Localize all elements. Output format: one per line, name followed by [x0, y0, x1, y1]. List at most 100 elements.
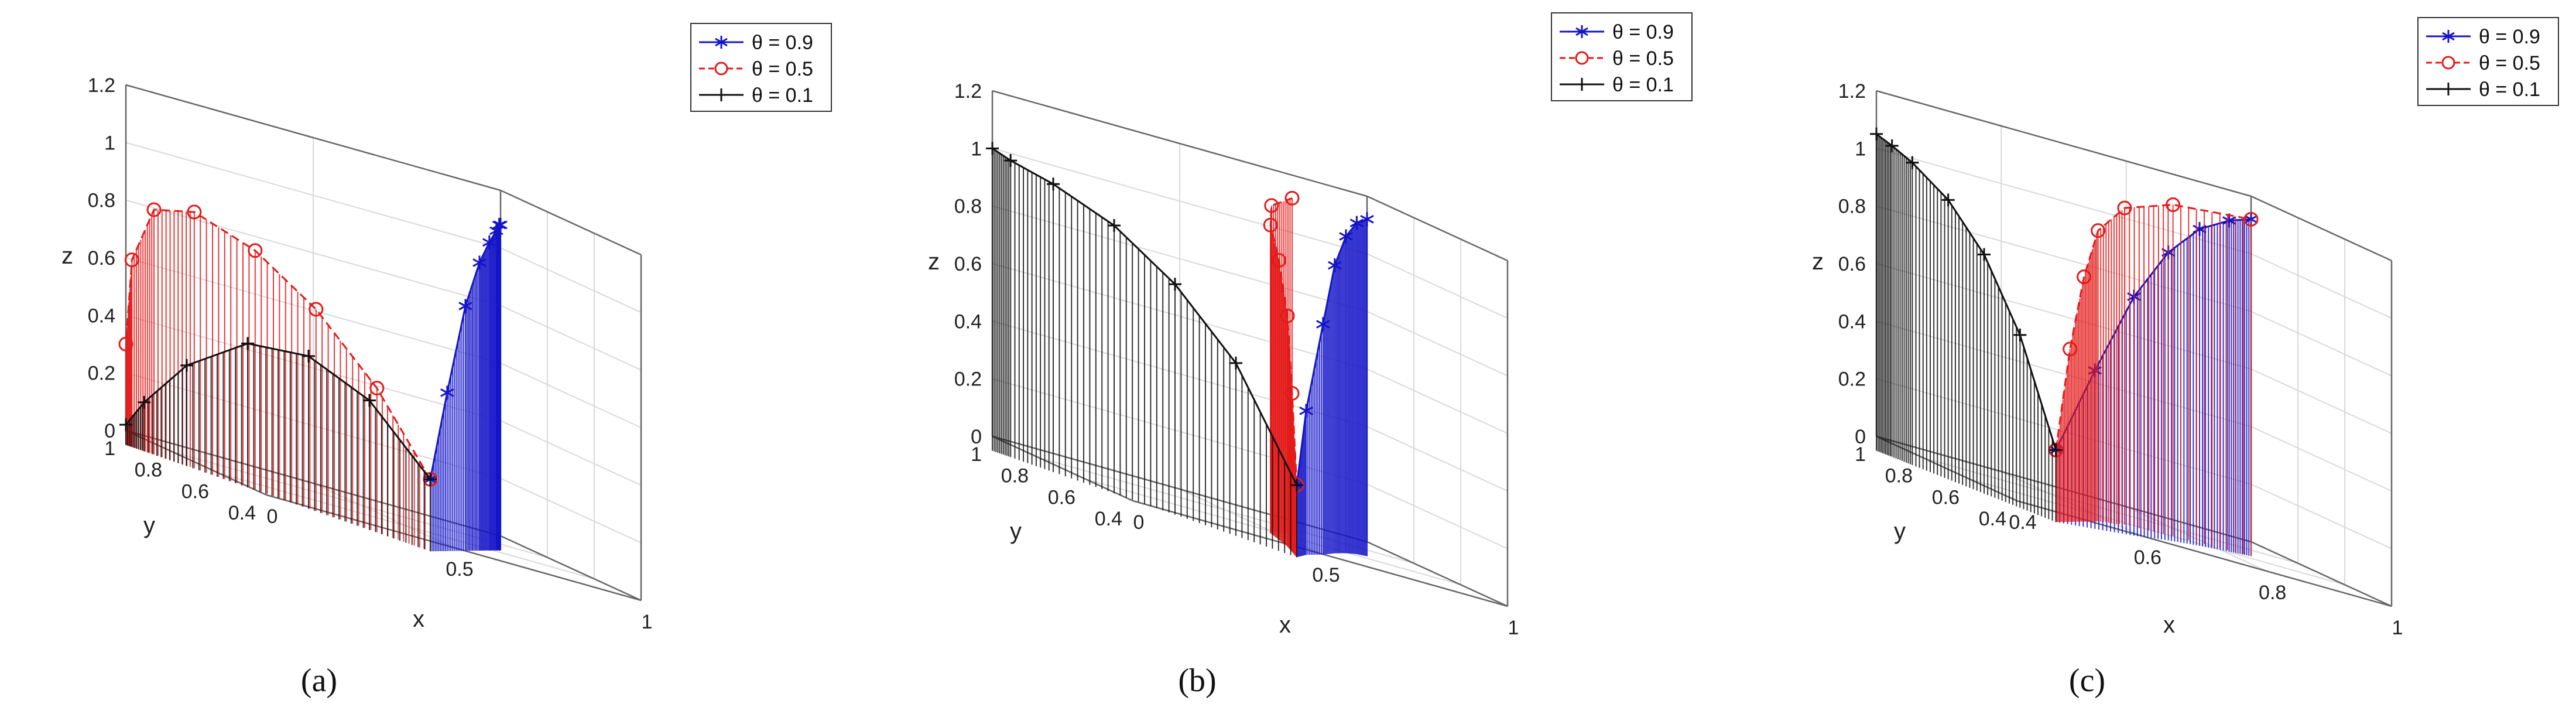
x-tick-label: 1: [642, 611, 653, 633]
data-point-marker: [1280, 308, 1295, 323]
z-tick-label: 0: [104, 420, 115, 442]
x-tick-label: 0.5: [446, 558, 473, 580]
trajectory-line: [125, 209, 431, 480]
y-tick-label: 1: [971, 443, 982, 466]
z-tick-label: 1.2: [954, 80, 982, 103]
data-point-marker: [241, 337, 254, 350]
x-tick-label: 1: [1508, 617, 1519, 639]
z-tick-label: 0.2: [1838, 368, 1866, 391]
chart-panel-3: 0 0.2 0.4 0.6 0.8 1 1.2 0.4 0.6 0.8 1 0.4 0.6 0.8 1 z y x…: [1812, 17, 2559, 699]
series-1: [1290, 212, 1374, 558]
legend-box: [2417, 17, 2559, 106]
marker-stroke: [440, 388, 454, 397]
data-point-marker: [1047, 177, 1060, 191]
data-point-marker: [1360, 212, 1374, 227]
y-tick-label: 0.6: [181, 480, 209, 503]
marker-stroke: [2442, 32, 2455, 41]
data-point-marker: [118, 337, 133, 351]
grid-line: [992, 263, 1508, 434]
data-point-marker: [309, 302, 324, 317]
marker-stroke: [482, 238, 496, 247]
z-tick-label: 0.6: [954, 253, 982, 275]
legend: θ = 0.9 θ = 0.5 θ = 0.1: [1551, 12, 1693, 101]
z-tick-label: 0.2: [954, 368, 982, 391]
legend-marker: [714, 62, 728, 76]
data-point-marker: [1290, 479, 1303, 492]
data-point-marker: [494, 218, 508, 232]
data-point-marker: [1299, 404, 1313, 418]
data-point-marker: [472, 255, 487, 270]
grid-line: [125, 199, 642, 371]
legend-marker: [2442, 30, 2455, 43]
data-point-marker: [2063, 341, 2078, 357]
z-tick-label: 1: [971, 138, 982, 160]
y-tick-label: 0.8: [1885, 465, 1913, 487]
axis-line: [992, 90, 1368, 197]
grid-line: [992, 90, 1508, 261]
grid-line: [992, 148, 1508, 319]
legend-label: θ = 0.5: [1612, 47, 1674, 70]
data-point-marker: [1316, 317, 1330, 332]
x-axis-label: x: [2163, 612, 2175, 638]
legend-label: θ = 0.5: [752, 58, 813, 80]
z-axis-label: z: [61, 243, 73, 269]
legend-label: θ = 0.5: [2479, 52, 2540, 74]
data-point-marker: [1229, 356, 1242, 370]
data-point-marker: [302, 350, 315, 363]
x-tick-label: 0: [1133, 511, 1145, 534]
data-point-marker: [1169, 278, 1181, 291]
data-point-marker: [1906, 156, 1919, 169]
axis-line: [2250, 195, 2392, 262]
x-tick-label: 0.6: [2134, 546, 2161, 569]
z-tick-label: 0.6: [1838, 253, 1866, 275]
data-point-marker: [1284, 190, 1300, 206]
data-point-marker: [2243, 211, 2259, 227]
axis-line: [1366, 541, 1508, 607]
data-point-marker: [1328, 258, 1342, 273]
grid-line: [125, 257, 642, 428]
data-point-marker: [482, 235, 496, 250]
legend-marker: [1575, 51, 1589, 65]
data-point-marker: [1272, 253, 1287, 268]
series-3: [119, 337, 437, 552]
data-point-marker: [1108, 219, 1121, 232]
z-tick-label: 1: [104, 132, 115, 154]
axes-frame: [991, 90, 1509, 607]
z-tick-label: 1.2: [1838, 80, 1866, 103]
y-tick-label: 0.4: [228, 502, 256, 524]
y-tick-label: 1: [104, 438, 115, 460]
marker-stroke: [1339, 232, 1353, 241]
y-axis-label: y: [143, 513, 155, 538]
marker-stroke: [458, 302, 472, 310]
data-point-marker: [248, 243, 263, 258]
legend: θ = 0.9 θ = 0.5 θ = 0.1: [690, 23, 832, 112]
data-point-marker: [1941, 193, 1955, 207]
z-tick-label: 0.4: [1838, 310, 1866, 333]
grid-line: [125, 84, 642, 255]
x-tick-label: 0: [267, 505, 278, 528]
y-tick-label: 1: [1855, 443, 1866, 466]
marker-stroke: [1349, 218, 1364, 227]
x-tick-label: 0.4: [2009, 511, 2036, 534]
data-point-marker: [187, 204, 202, 220]
axis-line: [500, 189, 642, 256]
legend-box: [1551, 12, 1693, 101]
grid: [992, 90, 1508, 607]
y-tick-label: 0.6: [1932, 486, 1960, 508]
marker-stroke: [1316, 320, 1330, 329]
data-point-marker: [369, 381, 385, 396]
z-tick-label: 1: [1855, 138, 1866, 160]
marker-stroke: [1328, 261, 1342, 270]
data-point-marker: [424, 473, 437, 486]
panel-caption: (c): [2069, 662, 2105, 699]
data-point-marker: [1264, 198, 1279, 213]
z-tick-label: 0.2: [88, 363, 115, 385]
axis-line: [125, 84, 501, 192]
axis-line: [992, 435, 1133, 502]
y-tick-label: 0.8: [135, 459, 162, 481]
z-tick-label: 0.8: [954, 196, 982, 218]
z-tick-label: 0.4: [88, 305, 115, 327]
grid-line: [992, 320, 1508, 492]
